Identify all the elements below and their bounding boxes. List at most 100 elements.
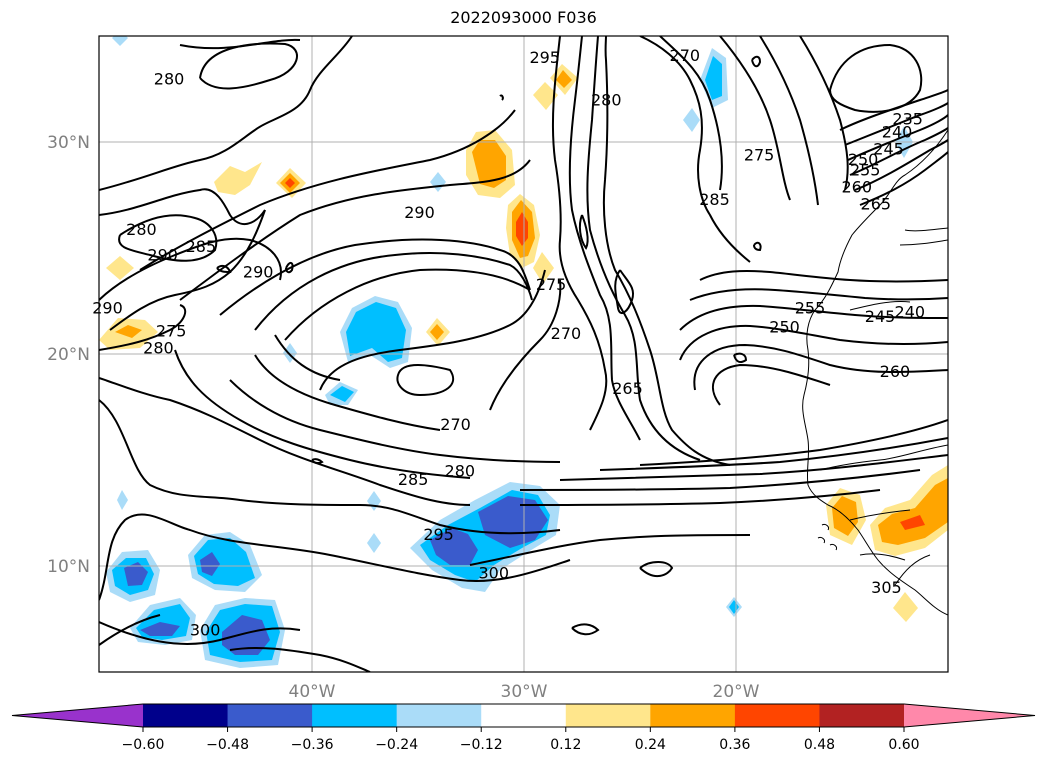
contour-label: 285 [398, 470, 429, 489]
contour-label: 280 [143, 339, 174, 358]
lon-tick-labels: 40°W 30°W 20°W [289, 682, 760, 702]
colorbar-tick-label: 0.48 [804, 737, 835, 753]
colorbar: −0.60 −0.48 −0.36 −0.24 −0.12 0.12 0.24 0.36 0.4… [11, 703, 1036, 753]
positive-anomaly-patch [556, 70, 572, 88]
contour-label: 250 [769, 317, 800, 336]
negative-anomaly-patch [367, 533, 381, 553]
positive-anomaly-patch [106, 256, 134, 280]
contour-label: 265 [861, 194, 892, 213]
contour-label: 280 [445, 462, 476, 481]
positive-anomaly-patch [533, 252, 554, 284]
coastline [802, 129, 948, 616]
negative-anomaly-patch [222, 615, 270, 655]
contour-label: 275 [744, 146, 775, 165]
contour-label: 245 [873, 139, 904, 158]
positive-anomaly-patch [214, 162, 262, 195]
colorbar-tick-label: −0.60 [122, 737, 165, 753]
contour-labels: 2802952802702352402452502552602652752852… [92, 46, 926, 640]
positive-anomaly-patch [533, 82, 558, 110]
contour-label: 300 [190, 621, 221, 640]
map-gridlines [99, 36, 948, 672]
contour-label: 240 [882, 122, 913, 141]
contour-label: 290 [404, 203, 435, 222]
negative-anomaly-patch [367, 491, 381, 511]
negative-anomaly-patch [430, 528, 478, 565]
lon-tick-label: 20°W [713, 682, 760, 702]
positive-anomaly-patch [900, 515, 925, 530]
positive-anomaly-patch [430, 324, 444, 340]
contour-label: 285 [186, 237, 217, 256]
negative-anomaly-patch [683, 108, 700, 132]
colorbar-tick-label: −0.24 [375, 737, 418, 753]
map-content [99, 36, 948, 672]
negative-anomaly-patch [117, 490, 128, 510]
lat-tick-labels: 30°N 20°N 10°N [47, 133, 90, 577]
contour-label: 260 [841, 178, 872, 197]
negative-anomaly-patch [140, 622, 180, 636]
contour-label: 240 [895, 303, 926, 322]
colorbar-tick-label: −0.12 [460, 737, 503, 753]
colorbar-tick-label: 0.60 [888, 737, 919, 753]
contour-label: 260 [880, 362, 911, 381]
contour-label: 270 [551, 324, 582, 343]
contour-label: 290 [92, 298, 123, 317]
positive-anomaly-patch [893, 592, 918, 622]
lat-tick-label: 10°N [47, 557, 90, 577]
contour-label: 275 [156, 322, 187, 341]
colorbar-cell [143, 704, 229, 727]
negative-anomaly-patch [124, 562, 148, 586]
contour-lines [99, 36, 948, 672]
colorbar-extend-high [904, 704, 1035, 727]
colorbar-cell [396, 704, 482, 727]
contour-label: 275 [536, 275, 567, 294]
negative-anomaly-patch [478, 496, 548, 548]
negative-anomaly-patch [330, 386, 354, 402]
contour-label: 270 [670, 46, 701, 65]
contour-label: 255 [850, 161, 881, 180]
contour-label: 250 [848, 150, 879, 169]
lat-tick-label: 30°N [47, 133, 90, 153]
positive-anomaly-patch [878, 478, 948, 545]
contour-label: 290 [243, 262, 274, 281]
contour-label: 280 [126, 220, 157, 239]
colorbar-extend-low [12, 704, 143, 727]
contour-label: 285 [699, 190, 730, 209]
map-title: 2022093000 F036 [450, 8, 597, 27]
positive-anomaly-patch [472, 140, 506, 188]
contour-label: 300 [479, 563, 510, 582]
colorbar-tick-label: −0.36 [291, 737, 334, 753]
contour-label: 305 [871, 578, 902, 597]
lat-tick-label: 20°N [47, 345, 90, 365]
positive-anomaly-patch [285, 178, 295, 188]
colorbar-tick-label: −0.48 [206, 737, 249, 753]
colorbar-ticks: −0.60 −0.48 −0.36 −0.24 −0.12 0.12 0.24 0.36 0.4… [122, 727, 920, 753]
contour-label: 235 [892, 110, 923, 129]
contour-label: 290 [147, 245, 178, 264]
contour-label: 280 [591, 91, 622, 110]
colorbar-cell [650, 704, 736, 727]
positive-anomaly-patch [115, 325, 142, 338]
contour-label: 265 [612, 379, 643, 398]
contour-label: 255 [795, 298, 826, 317]
positive-anomaly-patch [516, 212, 528, 246]
colorbar-cell [227, 704, 313, 727]
negative-anomaly-patch [200, 552, 220, 576]
contour-label: 270 [440, 415, 471, 434]
colorbar-cell [565, 704, 651, 727]
colorbar-cell [312, 704, 398, 727]
contour-label: 245 [865, 307, 896, 326]
negative-anomaly-patch [346, 302, 406, 362]
negative-anomaly-patch [705, 56, 722, 100]
colorbar-tick-label: 0.12 [550, 737, 581, 753]
colorbar-tick-label: 0.24 [635, 737, 666, 753]
contour-label: 295 [423, 525, 454, 544]
contour-label: 280 [154, 69, 185, 88]
colorbar-cell [734, 704, 820, 727]
negative-anomaly-patch [430, 172, 446, 192]
colorbar-cell [481, 704, 567, 727]
colorbar-tick-label: 0.36 [719, 737, 750, 753]
colorbar-cell [819, 704, 905, 727]
contour-label: 295 [529, 48, 560, 67]
map-frame [98, 35, 949, 673]
